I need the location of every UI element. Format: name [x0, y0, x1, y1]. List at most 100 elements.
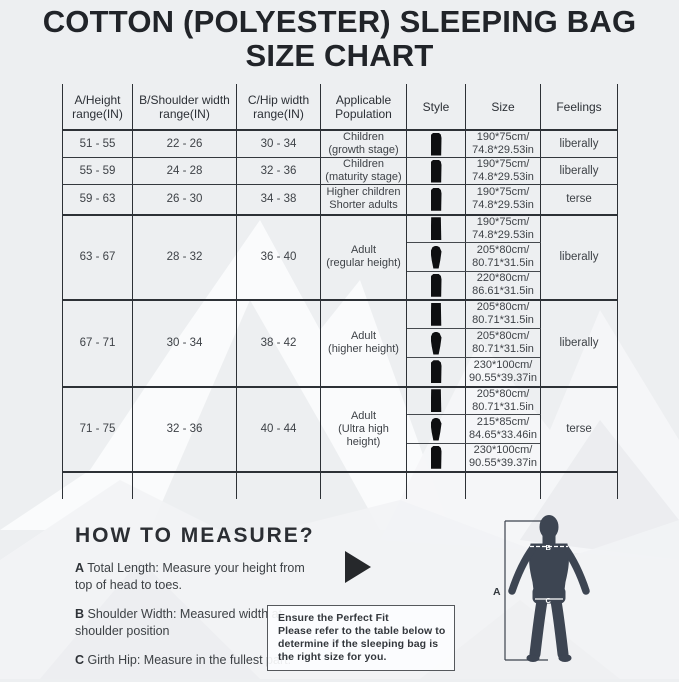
size-cell: 190*75cm/ 74.8*29.53in — [465, 130, 541, 158]
height-cell: 55 - 59 — [62, 157, 133, 185]
size-cell: 190*75cm/ 74.8*29.53in — [465, 184, 541, 216]
population-cell: Adult (higher height) — [320, 299, 407, 388]
style-cell — [406, 386, 466, 415]
sleeping-bag-icon — [430, 445, 442, 469]
style-cell — [406, 242, 466, 272]
size-cell: 205*80cm/ 80.71*31.5in — [465, 299, 541, 329]
hip-cell: 38 - 42 — [236, 299, 321, 388]
height-cell: 67 - 71 — [62, 299, 133, 388]
measure-instructions: A Total Length: Measure your height from… — [75, 560, 313, 682]
shoulder-cell: 24 - 28 — [132, 157, 237, 185]
shoulder-cell: 30 - 34 — [132, 299, 237, 388]
height-cell: 71 - 75 — [62, 386, 133, 473]
note-title: Ensure the Perfect Fit — [278, 612, 389, 624]
height-cell: 59 - 63 — [62, 184, 133, 216]
table-rule-extension — [62, 471, 618, 499]
measure-item-a: A Total Length: Measure your height from… — [75, 561, 305, 592]
sleeping-bag-icon — [430, 245, 442, 269]
shoulder-cell: 22 - 26 — [132, 130, 237, 158]
page-title-line1: COTTON (POLYESTER) SLEEPING BAG — [42, 4, 637, 39]
sleeping-bag-icon — [430, 331, 442, 355]
measure-line-c: C — [535, 596, 563, 605]
col-header-height: A/Height range(IN) — [62, 84, 133, 131]
measure-item-c: C Girth Hip: Measure in the fullest part… — [75, 653, 292, 667]
table-subrow: 205*80cm/ 80.71*31.5in — [63, 242, 618, 272]
figure-label-c: C — [546, 596, 552, 605]
population-cell: Adult (regular height) — [320, 214, 407, 301]
style-cell — [406, 443, 466, 473]
style-cell — [406, 157, 466, 185]
col-header-hip: C/Hip width range(IN) — [236, 84, 321, 131]
table-row-group: 71 - 75 32 - 36 40 - 44 Adult (Ultra hig… — [62, 386, 618, 473]
hip-cell: 40 - 44 — [236, 386, 321, 473]
sleeping-bag-icon — [430, 159, 442, 183]
human-silhouette-icon: A B C — [493, 515, 590, 662]
col-header-shoulder: B/Shoulder width range(IN) — [132, 84, 237, 131]
size-cell: 220*80cm/ 86.61*31.5in — [465, 271, 541, 301]
sleeping-bag-icon — [430, 389, 442, 413]
population-cell: Children (maturity stage) — [320, 157, 407, 185]
style-cell — [406, 414, 466, 444]
table-row-group: 67 - 71 30 - 34 38 - 42 Adult (higher he… — [62, 299, 618, 388]
size-cell: 205*80cm/ 80.71*31.5in — [465, 242, 541, 272]
table-row: 59 - 63 26 - 30 34 - 38 Higher children … — [62, 184, 618, 216]
sleeping-bag-icon — [430, 217, 442, 241]
height-cell: 63 - 67 — [62, 214, 133, 301]
figure-label-a: A — [493, 586, 501, 598]
shoulder-cell: 26 - 30 — [132, 184, 237, 216]
table-header-row: A/Height range(IN) B/Shoulder width rang… — [62, 84, 618, 131]
population-cell: Adult (Ultra high height) — [320, 386, 407, 473]
size-cell: 190*75cm/ 74.8*29.53in — [465, 157, 541, 185]
col-header-size: Size — [465, 84, 541, 131]
style-cell — [406, 130, 466, 158]
hip-cell: 30 - 34 — [236, 130, 321, 158]
sleeping-bag-icon — [430, 132, 442, 156]
table-subrow: 205*80cm/ 80.71*31.5in — [63, 328, 618, 358]
col-header-style: Style — [406, 84, 466, 131]
sleeping-bag-icon — [430, 302, 442, 326]
population-cell: Children (growth stage) — [320, 130, 407, 158]
body-silhouette — [508, 515, 590, 662]
style-cell — [406, 214, 466, 243]
feelings-cell: liberally — [540, 130, 618, 158]
table-subrow: 230*100cm/ 90.55*39.37in — [63, 443, 618, 473]
note-body: Please refer to the table below to deter… — [278, 625, 446, 663]
size-chart-table: A/Height range(IN) B/Shoulder width rang… — [62, 84, 618, 499]
col-header-feelings: Feelings — [540, 84, 618, 131]
population-cell: Higher children Shorter adults — [320, 184, 407, 216]
feelings-cell: liberally — [540, 157, 618, 185]
table-subrow: 215*85cm/ 84.65*33.46in — [63, 414, 618, 444]
size-cell: 230*100cm/ 90.55*39.37in — [465, 443, 541, 473]
measure-item-b: B Shoulder Width: Measured width at shou… — [75, 607, 283, 638]
page-title: COTTON (POLYESTER) SLEEPING BAG SIZE CHA… — [0, 5, 679, 73]
figure-label-b: B — [546, 543, 552, 552]
sleeping-bag-icon — [430, 360, 442, 384]
sleeping-bag-icon — [430, 273, 442, 297]
table-subrow: 220*80cm/ 86.61*31.5in — [63, 271, 618, 301]
hip-cell: 36 - 40 — [236, 214, 321, 301]
sleeping-bag-icon — [430, 187, 442, 211]
style-cell — [406, 271, 466, 301]
table-row: 51 - 55 22 - 26 30 - 34 Children (growth… — [62, 130, 618, 158]
table-subrow: 230*100cm/ 90.55*39.37in — [63, 357, 618, 388]
height-cell: 51 - 55 — [62, 130, 133, 158]
shoulder-cell: 28 - 32 — [132, 214, 237, 301]
feelings-cell: terse — [540, 184, 618, 216]
hip-cell: 32 - 36 — [236, 157, 321, 185]
how-to-measure-heading: HOW TO MEASURE? — [75, 524, 315, 547]
measure-line-b: B — [530, 543, 568, 552]
style-cell — [406, 299, 466, 329]
sleeping-bag-icon — [430, 417, 442, 441]
feelings-cell: terse — [540, 386, 618, 473]
size-cell: 215*85cm/ 84.65*33.46in — [465, 414, 541, 444]
feelings-cell: liberally — [540, 299, 618, 388]
play-triangle-icon — [345, 551, 371, 583]
size-cell: 190*75cm/ 74.8*29.53in — [465, 214, 541, 243]
table-row: 55 - 59 24 - 28 32 - 36 Children (maturi… — [62, 157, 618, 185]
style-cell — [406, 184, 466, 216]
feelings-cell: liberally — [540, 214, 618, 301]
col-header-population: Applicable Population — [320, 84, 407, 131]
size-cell: 205*80cm/ 80.71*31.5in — [465, 328, 541, 358]
shoulder-cell: 32 - 36 — [132, 386, 237, 473]
